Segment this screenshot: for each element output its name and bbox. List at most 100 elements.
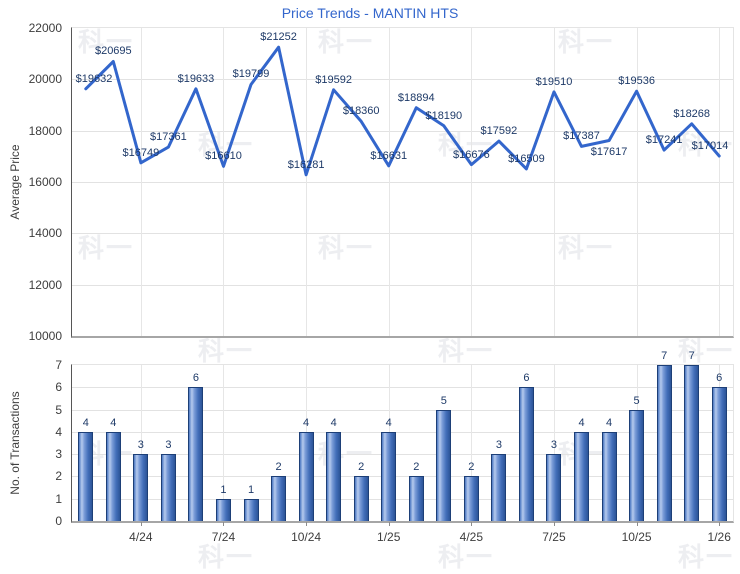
price-point-label: $19510 <box>535 75 573 88</box>
price-y-tick-label: 22000 <box>28 21 62 35</box>
x-tick-mark <box>719 522 721 526</box>
price-point-label: $18360 <box>342 105 380 118</box>
x-tick-label: 4/24 <box>129 530 153 544</box>
bar-value-label: 3 <box>165 439 172 452</box>
bar-value-label: 3 <box>550 439 558 452</box>
price-point-label: $16509 <box>508 152 545 165</box>
bar-value-label: 5 <box>440 394 447 407</box>
transaction-bar <box>105 431 121 521</box>
transaction-bar <box>353 476 369 521</box>
price-point-labels: $19632 $20695 $16749 $17361 $19633 $16610 $197… <box>72 28 733 336</box>
transactions-y-tick-label: 4 <box>55 424 62 439</box>
bar-value-label: 2 <box>275 461 282 474</box>
bar-value-label: 1 <box>220 483 227 496</box>
price-point-label: $19799 <box>232 68 270 81</box>
price-line-series <box>84 45 721 177</box>
x-tick-mark <box>553 522 555 526</box>
price-point-label: $19592 <box>315 73 352 86</box>
transactions-bars: 4 4 3 3 6 1 1 2 4 4 2 4 2 5 2 3 6 3 4 4 5 7 7 6 <box>72 350 733 521</box>
bar-value-label: 6 <box>192 372 199 385</box>
x-tick-mark <box>223 522 225 526</box>
transaction-bar <box>436 409 452 521</box>
transactions-y-tick-label: 5 <box>55 402 62 417</box>
x-tick-label: 1/26 <box>707 530 731 544</box>
price-axis-title: Average Price <box>8 144 22 220</box>
price-point-label: $16610 <box>205 150 242 163</box>
bar-value-label: 6 <box>716 372 723 385</box>
price-point-label: $17014 <box>691 139 729 152</box>
price-point-label: $16749 <box>122 146 160 159</box>
transactions-y-tick-label: 6 <box>55 380 62 395</box>
price-point-label: $16631 <box>370 149 408 162</box>
bar-value-label: 3 <box>137 439 144 452</box>
transaction-bar <box>546 454 562 521</box>
transactions-y-tick-label: 7 <box>55 358 62 372</box>
price-point-label: $18268 <box>673 107 711 120</box>
v-gridline <box>223 28 225 336</box>
price-point-label: $19633 <box>177 72 215 85</box>
price-point-label: $16281 <box>287 158 325 171</box>
transaction-bar <box>271 476 287 521</box>
transactions-y-tick-label: 1 <box>55 491 62 506</box>
bar-value-label: 3 <box>495 439 502 452</box>
h-gridline <box>72 284 733 286</box>
x-tick-mark <box>471 522 473 526</box>
price-point-label: $19536 <box>618 75 655 88</box>
bar-value-label: 2 <box>468 461 475 474</box>
bar-value-label: 5 <box>633 394 640 407</box>
price-point-label: $17617 <box>590 146 628 159</box>
bar-value-label: 4 <box>303 416 310 429</box>
price-y-tick-label: 16000 <box>28 175 62 189</box>
bar-value-label: 2 <box>413 461 420 474</box>
bar-value-label: 4 <box>110 416 117 429</box>
price-y-tick-label: 18000 <box>28 123 62 138</box>
price-point-label: $20695 <box>94 45 132 58</box>
h-gridline <box>72 409 733 411</box>
price-gridlines <box>72 28 733 336</box>
transaction-bar <box>243 498 259 521</box>
bar-value-label: 4 <box>578 416 585 429</box>
bar-value-label: 4 <box>82 416 89 429</box>
transaction-bar <box>160 454 176 521</box>
v-gridline <box>471 365 473 521</box>
price-point-label: $16676 <box>452 148 490 161</box>
chart-title: Price Trends - MANTIN HTS <box>281 5 459 21</box>
price-point-label: $17361 <box>150 131 187 144</box>
x-tick-label: 4/25 <box>459 530 484 544</box>
price-point-label: $18190 <box>425 109 463 122</box>
v-gridline <box>471 28 473 336</box>
bar-value-label: 7 <box>661 350 668 362</box>
transactions-axis-title: No. of Transactions <box>8 391 22 495</box>
h-gridline <box>72 498 733 500</box>
transaction-bar <box>298 431 314 521</box>
price-point-label: $17387 <box>563 130 600 143</box>
x-tick-mark <box>388 522 390 526</box>
price-point-label: $18894 <box>397 91 435 104</box>
price-point-label: $17592 <box>480 125 518 138</box>
v-gridline <box>140 28 142 336</box>
price-y-tick-label: 14000 <box>28 226 62 241</box>
v-gridline <box>553 28 555 336</box>
bar-value-label: 4 <box>606 416 613 429</box>
v-gridline <box>223 365 225 521</box>
transaction-bar <box>188 387 204 521</box>
bar-value-label: 4 <box>330 416 337 429</box>
transaction-bar <box>215 498 231 521</box>
transaction-bar <box>408 476 424 521</box>
v-gridline <box>719 28 721 336</box>
h-gridline <box>72 182 733 183</box>
h-gridline <box>72 79 733 81</box>
price-plot-area: $19632 $20695 $16749 $17361 $19633 $16610 $197… <box>71 27 734 338</box>
transaction-bar <box>78 431 94 521</box>
v-gridline <box>140 365 142 521</box>
transaction-bar <box>601 431 617 521</box>
price-point-label: $17241 <box>645 134 683 147</box>
chart-canvas: 科一科一科一科一科一科一科一科一科一科一科一科一科一科一科一科一科一科一 Pri… <box>8 5 734 572</box>
transactions-y-tick-label: 0 <box>55 514 62 528</box>
transaction-bar <box>133 454 149 521</box>
x-tick-label: 7/24 <box>211 530 236 544</box>
x-tick-mark <box>306 522 308 526</box>
bar-value-label: 2 <box>358 461 365 474</box>
bar-value-label: 6 <box>523 372 530 385</box>
x-tick-label: 7/25 <box>542 530 566 544</box>
